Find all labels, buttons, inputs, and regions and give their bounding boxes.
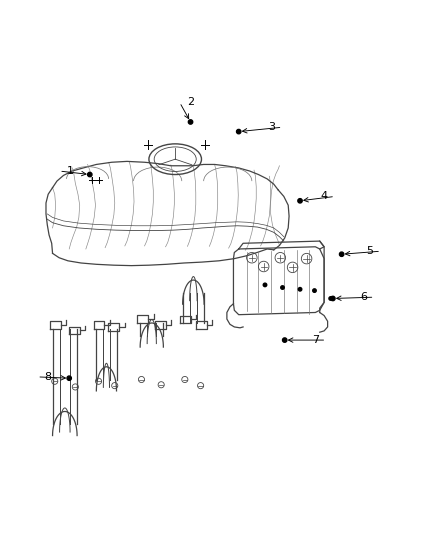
Text: 3: 3 [268, 122, 275, 132]
Circle shape [329, 297, 332, 300]
Circle shape [331, 296, 335, 301]
Circle shape [263, 283, 267, 287]
Text: 1: 1 [67, 166, 74, 176]
Text: 5: 5 [367, 246, 374, 256]
Text: 8: 8 [45, 372, 52, 382]
Circle shape [88, 172, 92, 177]
Circle shape [339, 252, 344, 256]
Circle shape [298, 199, 302, 203]
Circle shape [313, 289, 316, 292]
Text: 2: 2 [187, 97, 194, 107]
Text: 6: 6 [360, 292, 367, 302]
Text: 4: 4 [321, 191, 328, 201]
Text: 7: 7 [312, 335, 319, 345]
Circle shape [281, 286, 284, 289]
Circle shape [283, 338, 287, 342]
Circle shape [67, 376, 71, 381]
Circle shape [237, 130, 241, 134]
Circle shape [188, 120, 193, 124]
Circle shape [298, 287, 302, 291]
